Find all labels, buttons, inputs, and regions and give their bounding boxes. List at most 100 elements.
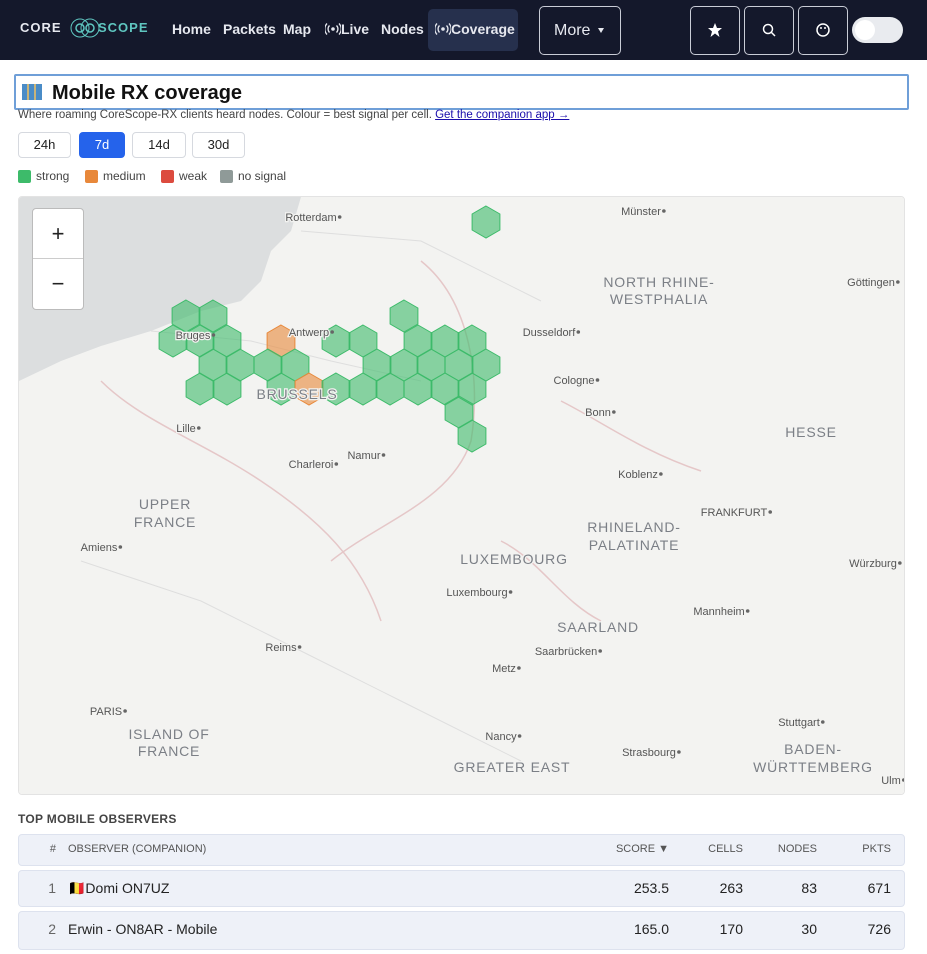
city-dot [576, 330, 581, 334]
search-icon [762, 23, 776, 37]
region-label: SAARLAND [557, 619, 639, 635]
city-dot [662, 209, 666, 213]
city-dot [337, 215, 342, 219]
zoom-control: + − [32, 208, 84, 310]
region-label: LUXEMBOURG [460, 551, 568, 567]
dark-mode-toggle[interactable] [852, 17, 903, 43]
star-icon [708, 23, 722, 37]
table-cell: 671 [867, 880, 891, 896]
more-button[interactable]: More [539, 6, 621, 55]
map-icon [22, 84, 42, 100]
table-row-bg [18, 870, 905, 907]
legend-label: strong [36, 169, 70, 183]
theme-button[interactable] [798, 6, 848, 55]
city-dot [517, 666, 521, 670]
city-dot [381, 453, 386, 457]
city-dot [659, 472, 663, 476]
subtitle-row: Where roaming CoreScope-RX clients heard… [18, 109, 569, 121]
city-label: Mannheim [693, 606, 744, 618]
city-label: Saarbrücken [535, 646, 597, 658]
table-cell: 263 [719, 880, 743, 896]
nav-item[interactable]: Coverage [451, 21, 515, 37]
city-dot [297, 645, 302, 649]
zoom-out[interactable]: − [51, 271, 65, 296]
table-cell: 83 [801, 880, 817, 896]
region-label: ISLAND OF [128, 726, 209, 742]
nav-item[interactable]: Nodes [381, 21, 424, 37]
table-row-bg [18, 911, 905, 950]
city-label: Ulm [881, 775, 901, 787]
city-dot [768, 510, 773, 514]
coverage-cell [457, 419, 487, 453]
nav-item[interactable]: Home [172, 21, 211, 37]
region-label: FRANCE [138, 743, 200, 759]
city-label: Reims [265, 642, 297, 654]
coverage-cell [212, 372, 242, 406]
search-button[interactable] [744, 6, 794, 55]
column-header: OBSERVER (COMPANION) [68, 843, 207, 855]
range-button[interactable]: 30d [192, 132, 245, 158]
table-cell: 1 [48, 880, 56, 896]
region-label: GREATER EAST [454, 759, 571, 775]
range-button[interactable]: 24h [18, 132, 71, 158]
logo-left: CORE [20, 20, 62, 35]
table-cell: 253.5 [633, 880, 669, 896]
navbar: CORE SCOPE More Home Packets Map Live Nodes C… [0, 0, 927, 60]
city-dot [334, 462, 339, 466]
region-label: BRUSSELS [256, 386, 337, 402]
city-label: Göttingen [847, 277, 895, 289]
city-dot [677, 750, 681, 754]
nav-item[interactable]: Live [341, 21, 370, 37]
table-cell: 726 [867, 921, 891, 937]
city-dot [211, 333, 216, 337]
city-dot [612, 410, 616, 414]
toggle-knob [855, 20, 875, 40]
region-label: NORTH RHINE- [603, 274, 714, 290]
region-label: RHINELAND- [587, 519, 681, 535]
nav-item[interactable]: Packets [223, 21, 276, 37]
favorites-button[interactable] [690, 6, 740, 55]
companion-link[interactable]: Get the companion app → [435, 109, 570, 121]
legend-label: no signal [238, 169, 287, 183]
range-button[interactable]: 14d [132, 132, 186, 158]
column-header: SCORE ▼ [615, 843, 669, 855]
region-label: FRANCE [134, 514, 196, 530]
nav-item[interactable]: Map [283, 21, 311, 37]
table-cell: 165.0 [633, 921, 669, 937]
column-header: PKTS [862, 843, 891, 855]
range-button[interactable]: 7d [79, 132, 125, 158]
region-label: UPPER [139, 496, 191, 512]
city-label: Dusseldorf [523, 327, 577, 339]
caret [598, 28, 604, 33]
city-dot [118, 545, 123, 549]
city-dot [820, 720, 825, 724]
zoom-in[interactable]: + [33, 209, 83, 259]
column-header: NODES [777, 843, 817, 855]
column-header: CELLS [708, 843, 743, 855]
city-dot [901, 778, 904, 782]
city-dot [898, 561, 902, 565]
region-label: PALATINATE [589, 537, 679, 553]
city-label: Charleroi [289, 459, 334, 471]
table-cell: 🇧🇪Domi ON7UZ [68, 880, 170, 896]
city-label: Bruges [176, 330, 211, 342]
city-dot [595, 378, 600, 382]
city-label: Luxembourg [446, 587, 507, 599]
logo-right: SCOPE [98, 20, 149, 35]
city-label: Metz [492, 663, 516, 675]
title-box: Mobile RX coverage [14, 74, 909, 110]
city-label: Amiens [81, 542, 118, 554]
city-dot [517, 734, 522, 738]
city-label: Rotterdam [285, 212, 336, 224]
city-label: Bonn [585, 407, 611, 419]
city-label: Lille [176, 423, 196, 435]
city-label: Cologne [554, 375, 595, 387]
coverage-cell [389, 299, 419, 333]
table-header [18, 834, 905, 866]
region-label: WESTPHALIA [610, 291, 708, 307]
table-cell: 30 [801, 921, 817, 937]
palette-icon [816, 23, 830, 37]
more-label: More [554, 22, 591, 39]
table-cell: Erwin - ON8AR - Mobile [68, 921, 218, 937]
